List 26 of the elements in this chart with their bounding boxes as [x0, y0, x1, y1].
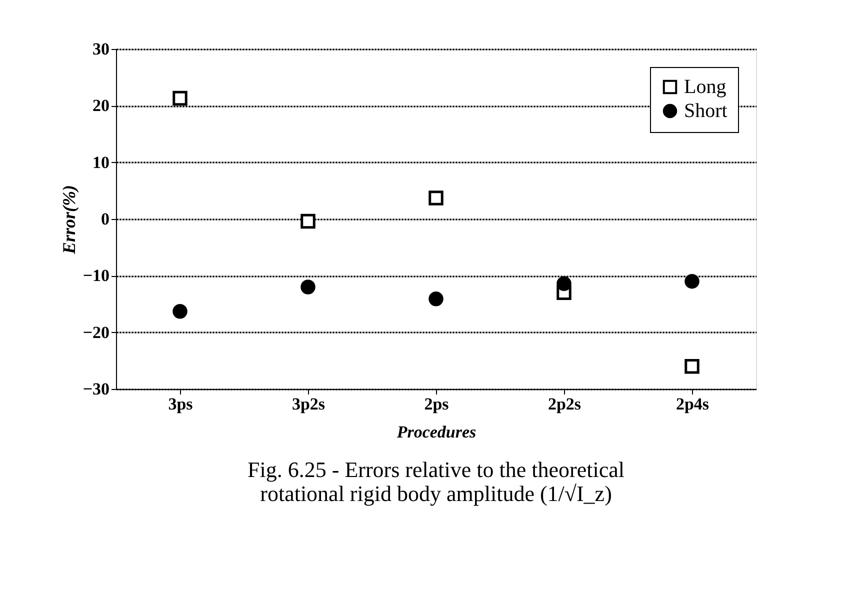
y-tick-label: −10	[82, 266, 110, 286]
y-tick-label: 10	[92, 152, 110, 172]
point	[172, 304, 188, 319]
x-axis-title: Procedures	[396, 422, 477, 442]
y-tick-label: −20	[82, 322, 110, 342]
text: Fig. 6.25 - Errors relative to the theoretical rotational rigid body amplitude (1/√I_z)	[248, 457, 624, 506]
point	[428, 190, 444, 206]
point	[684, 274, 700, 289]
y-tick-label: −30	[82, 380, 110, 398]
point	[300, 280, 316, 294]
x-tick-label: 2ps	[424, 394, 450, 414]
point	[428, 292, 444, 306]
legend-label: Long	[684, 76, 726, 98]
y-axis-title: Error(%)	[58, 184, 79, 256]
x-tick-label: 2p4s	[676, 394, 710, 414]
point	[556, 276, 572, 291]
point	[300, 214, 316, 229]
y-tick-label: 20	[92, 96, 110, 116]
y-tick-label: 30	[92, 40, 110, 58]
y-tick-label: 0	[101, 210, 110, 228]
legend-label: Short	[684, 100, 728, 122]
x-tick-label: 2p2s	[548, 394, 582, 414]
point	[684, 358, 700, 374]
point	[172, 90, 188, 106]
x-tick-label: 3p2s	[292, 394, 326, 414]
x-tick-label: 3ps	[168, 394, 194, 414]
